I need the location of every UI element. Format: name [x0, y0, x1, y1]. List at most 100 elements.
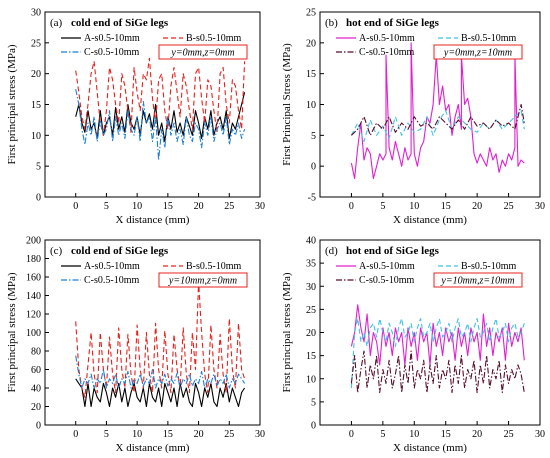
x-tick-label: 15 [441, 201, 451, 212]
x-axis-label: X distance (mm) [393, 214, 467, 226]
series-line-3 [75, 355, 246, 389]
x-tick-label: 0 [349, 201, 354, 212]
panel-label: (c) [50, 245, 63, 257]
x-tick-label: 30 [535, 429, 545, 440]
legend-label: B-s0.5-10mm [186, 33, 242, 44]
x-tick-label: 20 [194, 201, 204, 212]
x-tick-label: 5 [104, 201, 109, 212]
x-tick-label: 5 [380, 429, 385, 440]
y-tick-label: 10 [31, 131, 41, 142]
y-tick-label: 25 [306, 305, 316, 316]
legend-label: C-s0.5-10mm [359, 47, 415, 58]
legend-label: B-s0.5-10mm [461, 261, 517, 272]
series-line-1 [350, 304, 525, 366]
note-text: y=0mm,z=10mm [443, 48, 512, 59]
series-line-3 [75, 88, 246, 161]
series-line-1 [75, 378, 246, 408]
x-tick-label: 20 [194, 429, 204, 440]
y-tick-label: 20 [306, 38, 316, 49]
chart-title: hot end of SiGe legs [346, 17, 440, 29]
x-tick-label: 10 [409, 201, 419, 212]
legend-label: C-s0.5-10mm [359, 275, 415, 286]
y-tick-label: 0 [311, 162, 316, 173]
x-tick-label: 10 [132, 429, 142, 440]
x-tick-label: 10 [132, 201, 142, 212]
x-tick-label: 5 [380, 201, 385, 212]
legend-label: A-s0.5-10mm [84, 33, 140, 44]
note-box [158, 44, 248, 60]
y-tick-label: 120 [26, 310, 41, 321]
panel-label: (a) [50, 17, 63, 29]
series-line-1 [350, 42, 525, 180]
note-text: y=0mm,z=0mm [170, 48, 234, 59]
y-tick-label: 200 [26, 236, 41, 247]
y-tick-label: 10 [306, 374, 316, 385]
y-tick-label: 160 [26, 273, 41, 284]
legend-label: A-s0.5-10mm [359, 261, 415, 272]
chart-panel-2: 0 5 10 15 20 25 30 -5 0 5 10 15 20 25 X distance (mm) F… [281, 8, 545, 227]
series-line-3 [351, 103, 525, 136]
y-tick-label: 15 [306, 69, 316, 80]
y-tick-label: 20 [306, 328, 316, 339]
legend-label: A-s0.5-10mm [359, 33, 415, 44]
legend-label: A-s0.5-10mm [84, 261, 140, 272]
y-axis-label: First Principal Stress (MPa) [281, 43, 293, 166]
y-tick-label: 15 [31, 100, 41, 111]
y-tick-label: 5 [311, 397, 316, 408]
y-axis-label: First principal stress (MPa) [281, 272, 293, 392]
y-tick-label: 15 [306, 351, 316, 362]
x-tick-label: 15 [163, 201, 173, 212]
x-tick-label: 20 [472, 429, 482, 440]
chart-title: hot end of SiGe legs [346, 245, 440, 257]
panel-label: (d) [325, 245, 338, 257]
series-line-2 [75, 57, 246, 136]
chart-title: cold end of SiGe legs [71, 17, 169, 29]
y-tick-label: 10 [306, 100, 316, 111]
y-tick-label: 40 [31, 384, 41, 395]
y-tick-label: 25 [31, 38, 41, 49]
y-tick-label: 140 [26, 291, 41, 302]
y-tick-label: 0 [311, 421, 316, 432]
y-tick-label: 0 [36, 421, 41, 432]
y-tick-label: 20 [31, 69, 41, 80]
y-axis-label: First principal stress (MPa) [6, 272, 18, 392]
chart-panel-1: 0 5 10 15 20 25 30 0 5 10 15 20 25 30 X distance (mm) F… [6, 8, 265, 227]
x-tick-label: 20 [472, 201, 482, 212]
note-box [433, 44, 523, 60]
note-box [433, 272, 523, 288]
x-tick-label: 10 [409, 429, 419, 440]
x-tick-label: 30 [255, 429, 265, 440]
y-tick-label: 0 [36, 193, 41, 204]
x-axis-label: X distance (mm) [116, 214, 190, 226]
series-line-3 [350, 350, 525, 394]
x-tick-label: 30 [255, 201, 265, 212]
y-tick-label: 80 [31, 347, 41, 358]
y-tick-label: -5 [308, 193, 316, 204]
x-tick-label: 5 [104, 429, 109, 440]
x-tick-label: 30 [535, 201, 545, 212]
x-axis-label: X distance (mm) [393, 442, 467, 454]
x-tick-label: 15 [163, 429, 173, 440]
x-tick-label: 25 [224, 201, 234, 212]
x-tick-label: 25 [504, 201, 514, 212]
x-axis-label: X distance (mm) [116, 442, 190, 454]
y-tick-label: 25 [306, 8, 316, 19]
y-tick-label: 30 [306, 282, 316, 293]
y-tick-label: 5 [36, 162, 41, 173]
y-tick-label: 5 [311, 131, 316, 142]
y-tick-label: 100 [26, 328, 41, 339]
y-tick-label: 40 [306, 236, 316, 247]
y-tick-label: 35 [306, 259, 316, 270]
y-tick-label: 180 [26, 254, 41, 265]
x-tick-label: 0 [73, 201, 78, 212]
note-text: y=10mm,z=10mm [440, 276, 514, 287]
legend-label: C-s0.5-10mm [84, 275, 140, 286]
note-box [158, 272, 248, 288]
chart-panel-4: 0 5 10 15 20 25 30 0 5 10 15 20 25 30 35 40 X distance (… [281, 236, 545, 455]
y-tick-label: 20 [31, 402, 41, 413]
y-tick-label: 30 [31, 8, 41, 19]
x-tick-label: 25 [504, 429, 514, 440]
x-tick-label: 0 [73, 429, 78, 440]
panel-label: (b) [325, 17, 338, 29]
